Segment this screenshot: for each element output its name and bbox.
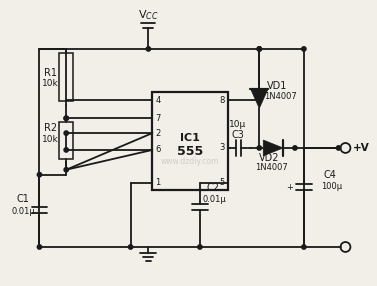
Text: 5: 5 xyxy=(219,178,225,187)
Text: C2: C2 xyxy=(207,182,220,192)
Text: 0.01μ: 0.01μ xyxy=(203,195,227,204)
Text: 1N4007: 1N4007 xyxy=(264,92,297,101)
Text: 4: 4 xyxy=(155,96,161,105)
Text: 2: 2 xyxy=(155,129,161,138)
Circle shape xyxy=(198,245,202,249)
Circle shape xyxy=(64,116,68,120)
Text: 1N4007: 1N4007 xyxy=(255,163,288,172)
Circle shape xyxy=(37,245,41,249)
Text: 1: 1 xyxy=(155,178,161,187)
Text: +: + xyxy=(287,182,293,192)
Circle shape xyxy=(64,131,68,135)
Text: C3: C3 xyxy=(231,130,244,140)
Bar xyxy=(59,53,73,101)
Text: 3: 3 xyxy=(219,144,225,152)
Text: C4: C4 xyxy=(324,170,337,180)
Polygon shape xyxy=(250,89,268,108)
Circle shape xyxy=(146,47,150,51)
Circle shape xyxy=(257,47,262,51)
Bar xyxy=(59,122,73,158)
Circle shape xyxy=(293,146,297,150)
Circle shape xyxy=(64,116,68,120)
Circle shape xyxy=(257,47,262,51)
Circle shape xyxy=(64,168,68,172)
Text: C1: C1 xyxy=(17,194,29,204)
Text: 7: 7 xyxy=(155,114,161,123)
Text: 10k: 10k xyxy=(43,134,59,144)
Text: VD2: VD2 xyxy=(259,153,280,163)
Text: R1: R1 xyxy=(44,68,57,78)
Text: V$_{CC}$: V$_{CC}$ xyxy=(138,8,159,22)
Polygon shape xyxy=(263,140,283,156)
Circle shape xyxy=(302,47,306,51)
Text: 10k: 10k xyxy=(43,79,59,88)
Text: 100μ: 100μ xyxy=(321,182,342,191)
Text: 10μ: 10μ xyxy=(228,120,246,129)
Text: IC1: IC1 xyxy=(180,133,200,143)
Text: VD1: VD1 xyxy=(267,81,288,91)
Circle shape xyxy=(302,245,306,249)
Text: +V: +V xyxy=(352,143,369,153)
Text: 6: 6 xyxy=(155,146,161,154)
Bar xyxy=(152,92,228,190)
Circle shape xyxy=(37,172,41,177)
Text: R2: R2 xyxy=(44,123,58,133)
Circle shape xyxy=(257,146,262,150)
Text: www.dzdiy.com: www.dzdiy.com xyxy=(161,157,219,166)
Text: 0.01μ: 0.01μ xyxy=(12,207,35,216)
Circle shape xyxy=(129,245,133,249)
Circle shape xyxy=(64,148,68,152)
Text: 555: 555 xyxy=(177,145,203,158)
Circle shape xyxy=(336,146,341,150)
Text: 8: 8 xyxy=(219,96,225,105)
